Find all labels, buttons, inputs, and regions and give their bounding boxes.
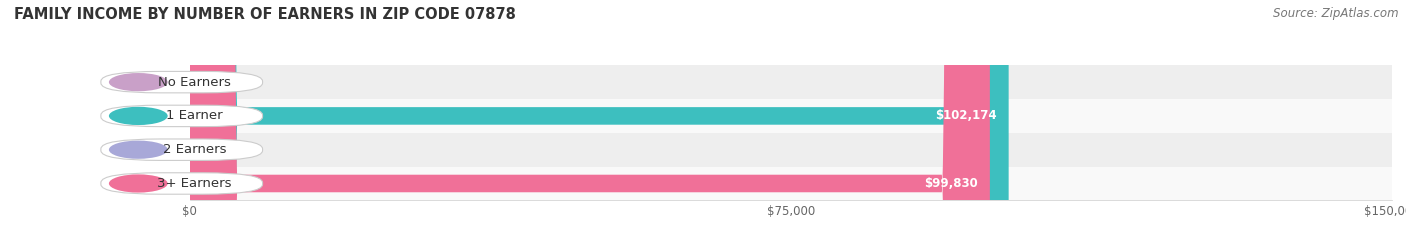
- FancyBboxPatch shape: [190, 0, 209, 233]
- Text: 2 Earners: 2 Earners: [163, 143, 226, 156]
- Text: 1 Earner: 1 Earner: [166, 110, 224, 122]
- Bar: [190, 99, 1392, 133]
- Text: FAMILY INCOME BY NUMBER OF EARNERS IN ZIP CODE 07878: FAMILY INCOME BY NUMBER OF EARNERS IN ZI…: [14, 7, 516, 22]
- Bar: [190, 167, 1392, 200]
- Text: $102,174: $102,174: [935, 110, 997, 122]
- FancyBboxPatch shape: [190, 0, 1008, 233]
- FancyBboxPatch shape: [190, 0, 990, 233]
- Text: No Earners: No Earners: [159, 76, 231, 89]
- Text: $99,830: $99,830: [924, 177, 977, 190]
- FancyBboxPatch shape: [190, 0, 209, 233]
- Text: Source: ZipAtlas.com: Source: ZipAtlas.com: [1274, 7, 1399, 20]
- Bar: [190, 133, 1392, 167]
- Text: $0: $0: [222, 143, 238, 156]
- Bar: [190, 65, 1392, 99]
- Text: 3+ Earners: 3+ Earners: [157, 177, 232, 190]
- Text: $0: $0: [222, 76, 238, 89]
